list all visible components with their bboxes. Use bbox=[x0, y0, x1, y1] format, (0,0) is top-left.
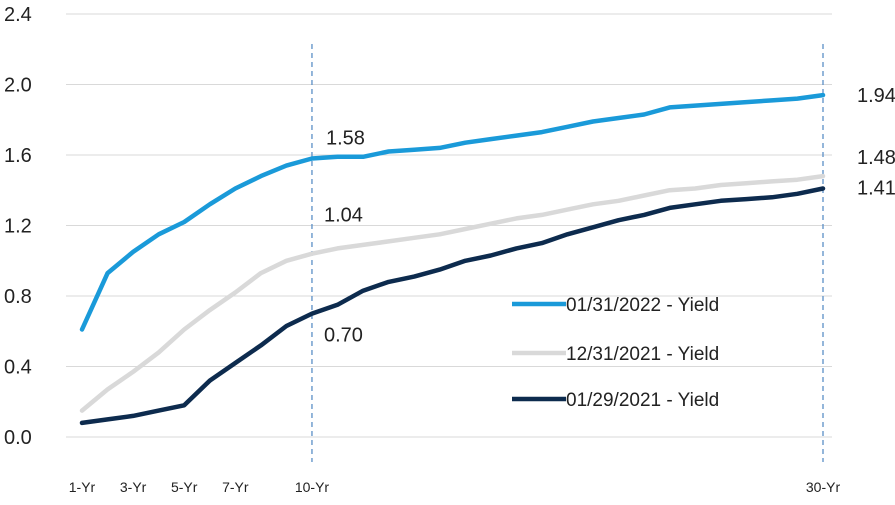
series-line-2 bbox=[79, 173, 826, 413]
series-line-1 bbox=[79, 92, 826, 332]
x-axis-ticks: 1-Yr 3-Yr 5-Yr 7-Yr 10-Yr 30-Yr bbox=[69, 479, 841, 495]
data-label: 0.70 bbox=[324, 325, 363, 347]
y-tick-label: 0.4 bbox=[4, 357, 32, 379]
x-tick-label: 10-Yr bbox=[295, 479, 330, 495]
x-tick-label: 5-Yr bbox=[171, 479, 198, 495]
x-tick-label: 3-Yr bbox=[120, 479, 147, 495]
gridlines bbox=[66, 13, 832, 438]
series-line-3 bbox=[79, 186, 826, 426]
y-tick-label: 0.0 bbox=[4, 427, 32, 449]
series-lines bbox=[79, 92, 826, 426]
y-tick-label: 2.4 bbox=[4, 4, 32, 26]
data-label: 1.48 bbox=[857, 147, 895, 169]
data-labels: 1.58 1.04 0.70 1.94 1.48 1.41 bbox=[324, 85, 895, 347]
legend-label: 01/29/2021 - Yield bbox=[566, 390, 719, 411]
y-tick-label: 0.8 bbox=[4, 286, 32, 308]
legend-label: 01/31/2022 - Yield bbox=[566, 295, 719, 316]
x-tick-label: 7-Yr bbox=[222, 479, 249, 495]
legend-label: 12/31/2021 - Yield bbox=[566, 344, 719, 365]
y-tick-label: 1.2 bbox=[4, 216, 32, 238]
y-tick-label: 2.0 bbox=[4, 75, 32, 97]
y-tick-label: 1.6 bbox=[4, 145, 32, 167]
y-axis-ticks: 0.0 0.4 0.8 1.2 1.6 2.0 2.4 bbox=[4, 4, 32, 449]
data-label: 1.58 bbox=[326, 128, 365, 150]
data-label: 1.41 bbox=[857, 177, 895, 199]
x-tick-label: 1-Yr bbox=[69, 479, 96, 495]
legend: 01/31/2022 - Yield 12/31/2021 - Yield 01/2… bbox=[512, 295, 719, 411]
x-tick-label: 30-Yr bbox=[806, 479, 841, 495]
data-label: 1.94 bbox=[857, 85, 895, 107]
data-label: 1.04 bbox=[324, 205, 363, 227]
